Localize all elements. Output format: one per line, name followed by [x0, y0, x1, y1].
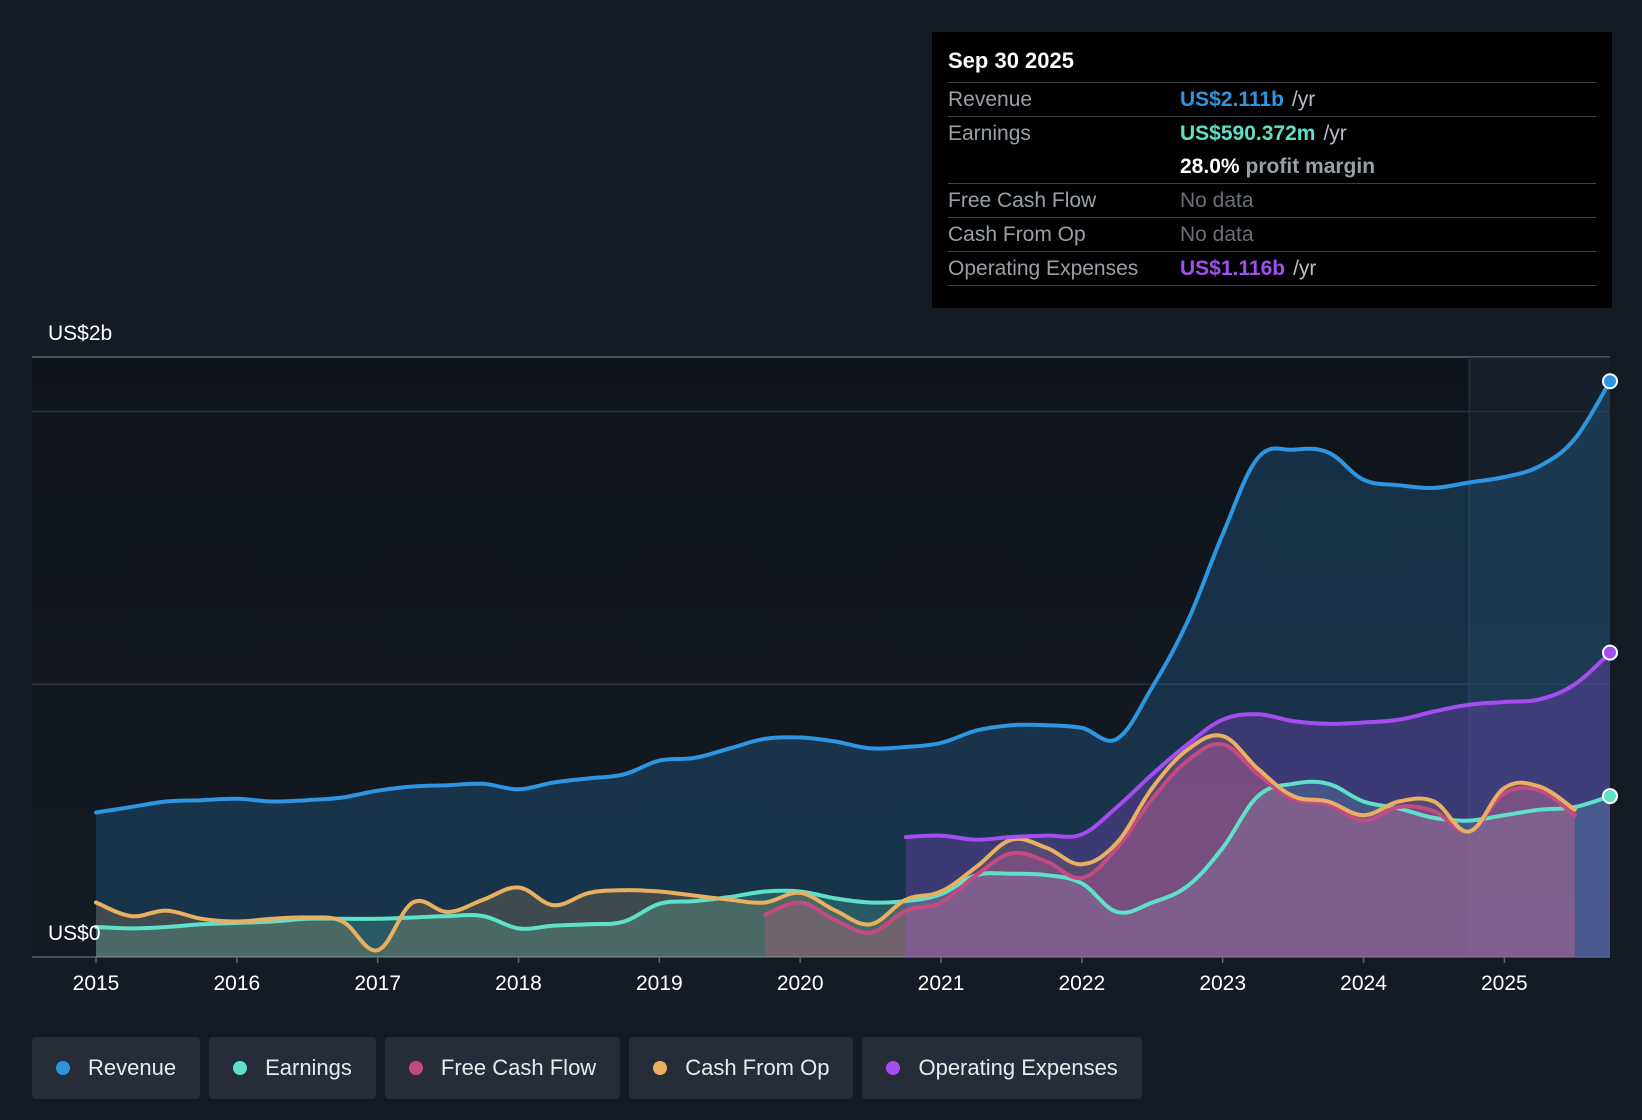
x-tick-label: 2017	[354, 972, 401, 995]
tooltip-opex-label: Operating Expenses	[948, 257, 1139, 280]
tooltip-row-fcf: Free Cash Flow No data	[948, 184, 1596, 218]
legend-label: Operating Expenses	[918, 1055, 1118, 1080]
y-axis-zero-label: US$0	[48, 922, 101, 945]
legend-label: Earnings	[265, 1055, 352, 1080]
recent-period-shade	[1469, 357, 1610, 957]
legend-label: Free Cash Flow	[440, 1055, 597, 1080]
end-marker-earnings	[1602, 788, 1618, 805]
tooltip-row-earnings: Earnings US$590.372m /yr	[948, 117, 1596, 150]
legend-item-earnings[interactable]: Earnings	[209, 1037, 376, 1099]
legend-label: Cash From Op	[685, 1055, 830, 1080]
tooltip-earnings-value: US$590.372m	[1180, 122, 1316, 145]
line-operating-expenses	[903, 650, 1612, 842]
legend-dot-icon	[233, 1061, 248, 1075]
legend-label: Revenue	[88, 1055, 177, 1080]
area-operating-expenses	[905, 652, 1610, 957]
tooltip-row-margin: 28.0% profit margin	[948, 150, 1596, 184]
legend-item-free-cash-flow[interactable]: Free Cash Flow	[384, 1037, 621, 1099]
legend: Revenue Earnings Free Cash Flow Cash Fro…	[32, 1037, 1142, 1099]
legend-dot-icon	[653, 1061, 668, 1075]
x-tick-label: 2015	[73, 972, 120, 995]
x-tick-label: 2023	[1199, 972, 1246, 995]
tooltip-revenue-label: Revenue	[948, 88, 1033, 111]
end-marker-operating-expenses	[1602, 644, 1618, 661]
x-tick-label: 2018	[495, 972, 542, 995]
tooltip-row-opex: Operating Expenses US$1.116b /yr	[948, 252, 1596, 286]
x-tick-label: 2022	[1059, 972, 1106, 995]
legend-dot-icon	[886, 1061, 901, 1075]
tooltip-earnings-label: Earnings	[948, 122, 1031, 145]
tooltip-fcf-label: Free Cash Flow	[948, 189, 1097, 212]
line-revenue	[94, 379, 1612, 815]
end-marker-revenue	[1602, 373, 1618, 390]
legend-dot-icon	[408, 1061, 423, 1075]
area-cash-from-op	[96, 735, 1575, 957]
x-tick-label: 2020	[777, 972, 824, 995]
tooltip-panel: Sep 30 2025 Revenue US$2.111b /yr Earnin…	[932, 32, 1612, 308]
area-free-cash-flow	[765, 743, 1575, 957]
legend-item-operating-expenses[interactable]: Operating Expenses	[862, 1037, 1142, 1099]
tooltip-revenue-value: US$2.111b	[1180, 88, 1284, 111]
tooltip-row-cfo: Cash From Op No data	[948, 218, 1596, 252]
line-earnings	[94, 779, 1612, 931]
plot-area	[32, 357, 1610, 957]
legend-item-revenue[interactable]: Revenue	[32, 1037, 201, 1099]
legend-item-cash-from-op[interactable]: Cash From Op	[629, 1037, 854, 1099]
tooltip-margin-text: profit margin	[1245, 155, 1376, 178]
tooltip-cfo-value: No data	[1180, 223, 1254, 246]
x-tick-label: 2019	[636, 972, 683, 995]
tooltip-earnings-unit: /yr	[1323, 122, 1347, 145]
area-earnings	[96, 781, 1610, 957]
line-cash-from-op	[94, 733, 1577, 953]
x-tick-label: 2024	[1340, 972, 1387, 995]
tooltip-cfo-label: Cash From Op	[948, 223, 1086, 246]
y-axis-top-label: US$2b	[48, 322, 112, 345]
tooltip-date: Sep 30 2025	[948, 46, 1596, 83]
tooltip-fcf-value: No data	[1180, 189, 1254, 212]
tooltip-row-revenue: Revenue US$2.111b /yr	[948, 83, 1596, 117]
legend-dot-icon	[56, 1061, 70, 1075]
x-tick-label: 2016	[213, 972, 260, 995]
area-revenue	[96, 381, 1610, 957]
tooltip-opex-unit: /yr	[1293, 257, 1317, 280]
tooltip-revenue-unit: /yr	[1291, 88, 1316, 111]
x-tick-label: 2021	[918, 972, 965, 995]
tooltip-opex-value: US$1.116b	[1180, 257, 1286, 280]
tooltip-margin-value: 28.0%	[1180, 155, 1240, 178]
x-tick-label: 2025	[1481, 972, 1528, 995]
line-free-cash-flow	[763, 741, 1577, 935]
